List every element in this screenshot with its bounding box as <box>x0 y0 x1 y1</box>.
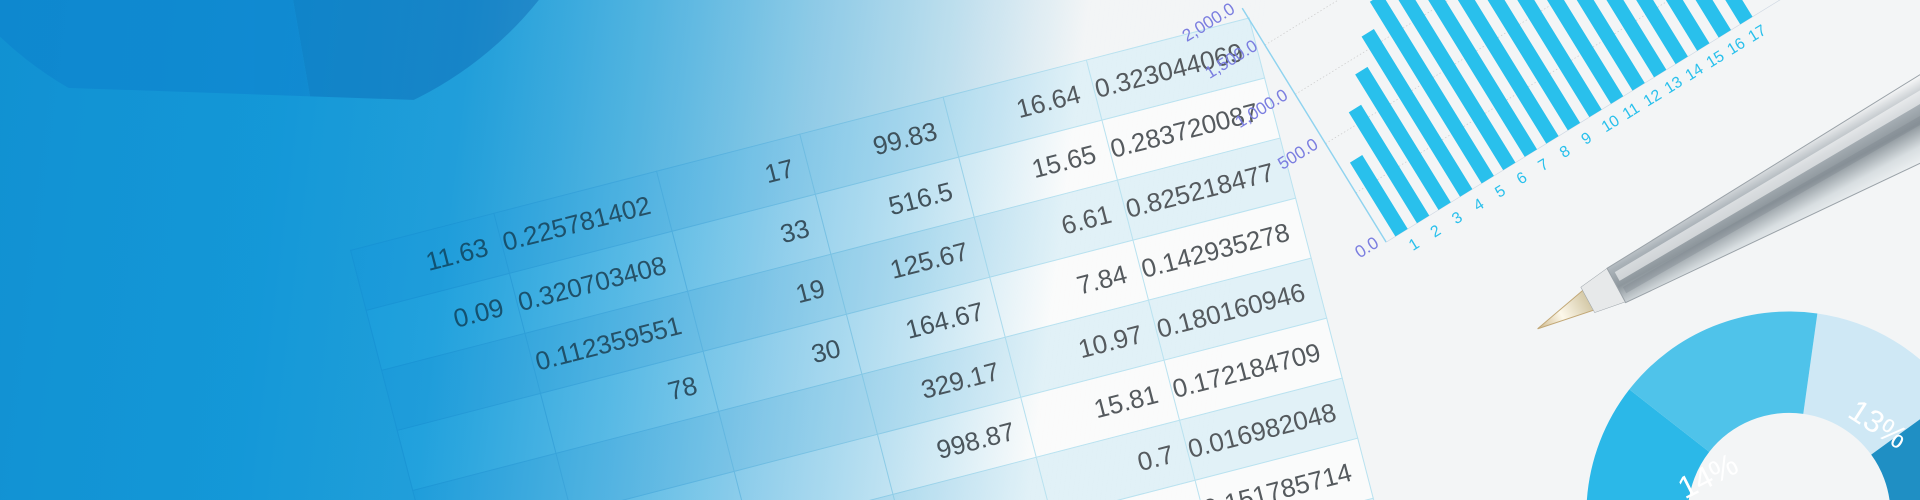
svg-text:11: 11 <box>1620 100 1643 123</box>
svg-text:4: 4 <box>1471 196 1488 215</box>
svg-text:17: 17 <box>1745 22 1769 46</box>
svg-text:1: 1 <box>1406 235 1423 254</box>
svg-text:16: 16 <box>1724 35 1748 59</box>
svg-text:7: 7 <box>1535 156 1552 175</box>
svg-text:14: 14 <box>1683 61 1707 85</box>
svg-text:12: 12 <box>1641 86 1665 110</box>
svg-text:13: 13 <box>1662 74 1686 98</box>
svg-text:15: 15 <box>1704 48 1728 72</box>
svg-text:3: 3 <box>1449 209 1466 228</box>
svg-text:5: 5 <box>1492 182 1509 201</box>
svg-text:6: 6 <box>1514 169 1531 188</box>
svg-text:10: 10 <box>1599 112 1623 136</box>
svg-text:8: 8 <box>1557 143 1574 162</box>
svg-text:2: 2 <box>1428 222 1445 241</box>
svg-text:9: 9 <box>1579 129 1596 148</box>
